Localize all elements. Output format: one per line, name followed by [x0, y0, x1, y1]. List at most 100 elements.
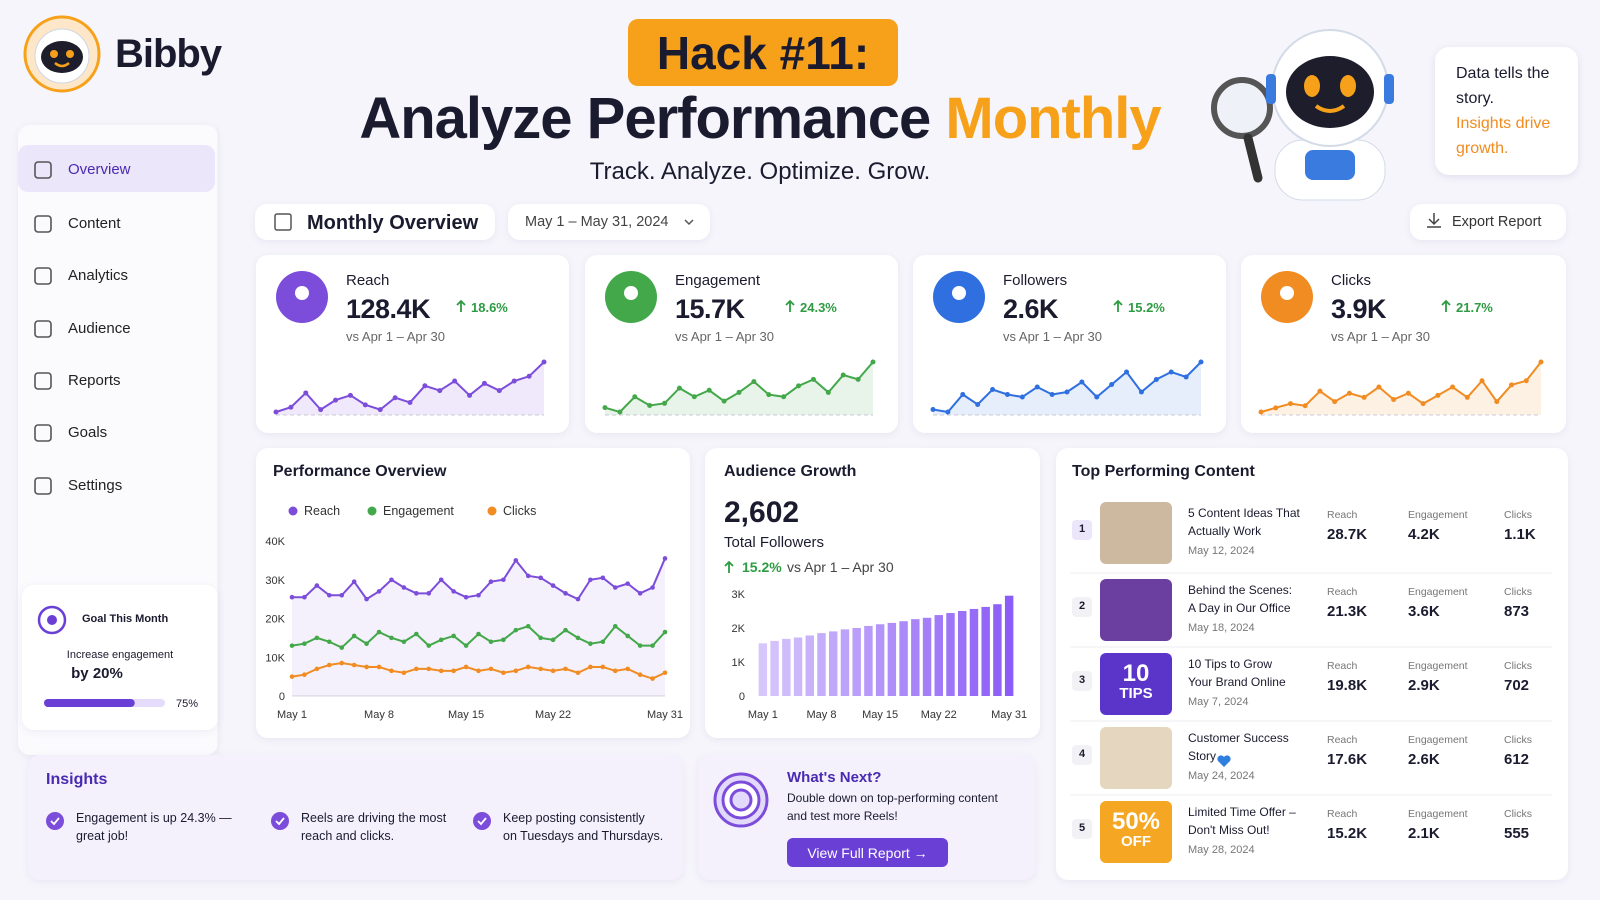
point — [401, 670, 407, 676]
point — [563, 666, 568, 672]
point — [550, 637, 556, 643]
toolbar-title-box — [255, 204, 495, 240]
content-title: Actually Work — [1188, 524, 1262, 538]
point — [513, 627, 519, 633]
point — [650, 643, 655, 648]
nav-item[interactable]: Reports — [68, 372, 121, 389]
sparkline-point — [1004, 392, 1010, 397]
point — [563, 627, 568, 633]
metric-value: 21.3K — [1327, 603, 1368, 620]
content-title: Your Brand Online — [1188, 675, 1286, 689]
check-icon — [473, 812, 491, 830]
point — [476, 592, 481, 598]
point — [538, 575, 543, 581]
point — [463, 664, 469, 670]
sparkline-point — [1138, 389, 1144, 395]
y-tick-label: 20K — [265, 614, 285, 626]
content-date: May 28, 2024 — [1188, 844, 1255, 856]
sparkline-point — [825, 389, 831, 395]
metric-label: Engagement — [1408, 660, 1468, 672]
nav-item[interactable]: Overview — [68, 161, 131, 178]
metric-value: 555 — [1504, 825, 1530, 842]
nav-item[interactable]: Content — [68, 215, 121, 232]
check — [50, 817, 60, 826]
hack-badge — [628, 19, 898, 86]
export-label[interactable]: Export Report — [1452, 214, 1542, 230]
nav-icon — [34, 161, 52, 179]
sparkline-point — [1094, 394, 1100, 400]
sparkline-point — [736, 389, 742, 395]
date-range[interactable]: May 1 – May 31, 2024 — [525, 214, 669, 230]
sparkline-point — [1198, 359, 1204, 365]
button-label[interactable]: View Full Report → — [807, 845, 928, 861]
content-title: A Day in Our Office — [1188, 601, 1291, 615]
metric-value: 873 — [1504, 603, 1530, 620]
sparkline-point — [1019, 394, 1025, 400]
sparkline-point — [975, 402, 981, 407]
point — [600, 575, 606, 581]
point — [501, 577, 506, 583]
thumbnail — [1100, 727, 1172, 789]
view-report-button[interactable] — [787, 838, 948, 867]
rank-badge — [1072, 520, 1092, 540]
point — [525, 664, 531, 670]
sparkline-point — [1405, 390, 1411, 396]
rank: 3 — [1078, 674, 1086, 686]
kpi-comparison: vs Apr 1 – Apr 30 — [1331, 329, 1431, 344]
check-icon — [46, 812, 64, 830]
point — [376, 664, 382, 670]
y-tick-label: 0 — [279, 691, 285, 703]
metric-value: 19.8K — [1327, 677, 1368, 694]
kpi-name: Reach — [346, 272, 390, 289]
point — [625, 666, 630, 672]
toolbar-title: Monthly Overview — [307, 212, 479, 234]
point — [501, 637, 506, 643]
insight-text: Keep posting consistently — [503, 811, 645, 825]
kpi-change: 18.6% — [471, 300, 508, 315]
magnifier-handle — [1243, 133, 1263, 183]
next-text: Double down on top-performing content — [787, 791, 998, 805]
metric-label: Clicks — [1504, 808, 1532, 820]
point — [438, 637, 444, 643]
kpi-glyph — [295, 286, 309, 300]
thumbnail — [1100, 801, 1172, 863]
audience-change: 15.2% — [742, 559, 782, 575]
sparkline-area — [1261, 362, 1541, 415]
bubble-highlight: Insights drive — [1456, 115, 1551, 132]
point — [339, 645, 345, 650]
point — [600, 664, 606, 670]
point — [364, 664, 369, 670]
goal-icon — [37, 605, 67, 635]
bar — [817, 633, 826, 696]
point — [637, 643, 643, 648]
point — [488, 666, 494, 672]
legend-label: Engagement — [383, 504, 454, 518]
nav-icon — [34, 267, 52, 285]
nav-item[interactable]: Analytics — [68, 267, 129, 284]
thumb-text: 50% — [1111, 808, 1161, 835]
rank: 4 — [1078, 748, 1086, 760]
nav-item[interactable]: Goals — [68, 424, 108, 441]
point — [289, 674, 295, 679]
point — [314, 666, 320, 672]
legend-dot — [367, 506, 377, 516]
nav-item[interactable]: Audience — [68, 320, 131, 337]
kpi-comparison: vs Apr 1 – Apr 30 — [1003, 329, 1103, 344]
point — [438, 668, 444, 674]
x-tick-label: May 31 — [647, 709, 683, 721]
metric-label: Engagement — [1408, 586, 1468, 598]
point — [401, 585, 407, 590]
robot-visor — [1286, 56, 1374, 128]
robot-eye — [1340, 75, 1356, 97]
change-arrow — [724, 560, 734, 573]
x-tick-label: May 22 — [921, 709, 957, 721]
point — [414, 591, 419, 596]
sparkline-point — [766, 392, 772, 398]
metric-label: Clicks — [1504, 660, 1532, 672]
nav-item[interactable]: Settings — [68, 477, 123, 494]
card-title: Audience Growth — [724, 463, 857, 480]
sparkline-point — [1420, 401, 1426, 407]
rank: 5 — [1078, 822, 1086, 834]
x-tick-label: May 31 — [991, 709, 1027, 721]
